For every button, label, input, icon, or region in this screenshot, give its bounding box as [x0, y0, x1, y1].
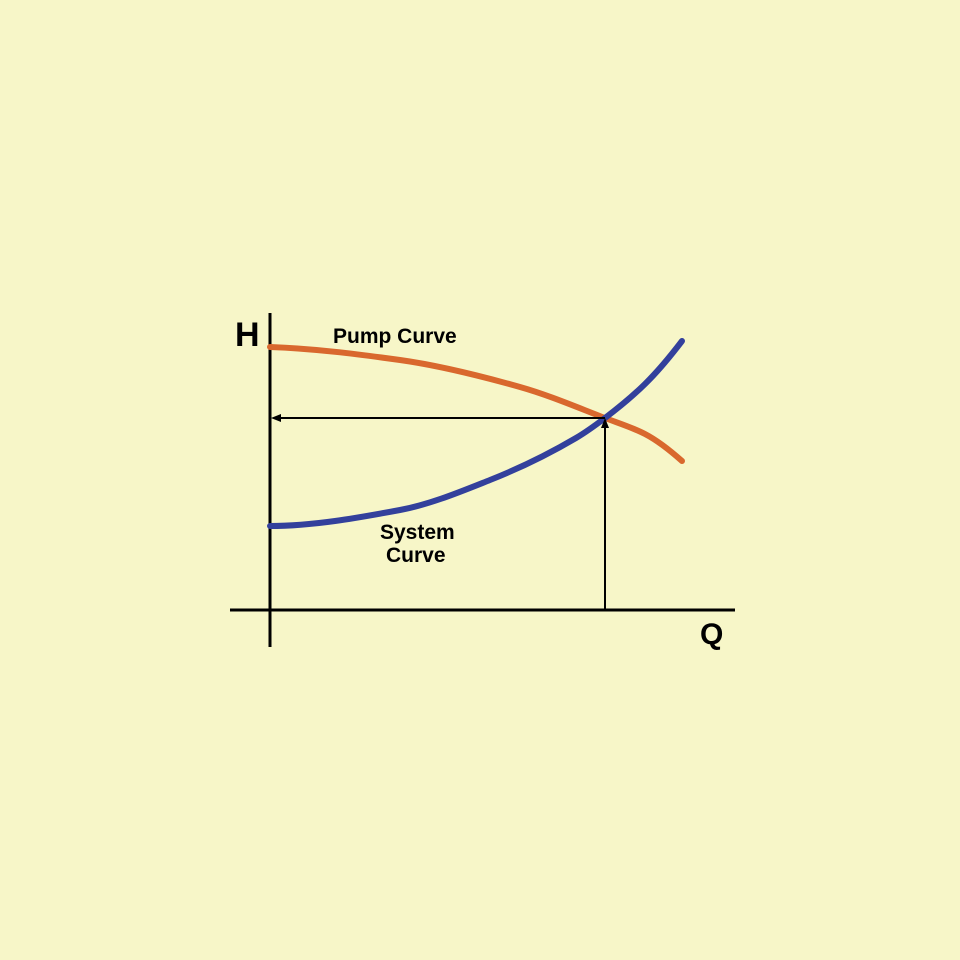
svg-text:Curve: Curve: [386, 544, 446, 567]
svg-text:Pump Curve: Pump Curve: [333, 325, 457, 348]
svg-text:Q: Q: [700, 618, 723, 651]
svg-text:System: System: [380, 521, 455, 544]
svg-text:H: H: [235, 316, 260, 354]
